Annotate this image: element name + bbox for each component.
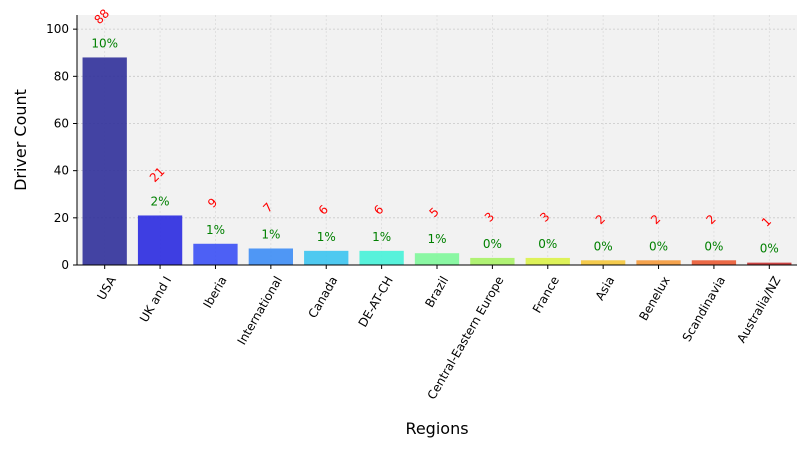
y-axis-title: Driver Count — [11, 89, 30, 191]
y-tick-label: 20 — [54, 211, 69, 225]
grid-lines — [77, 15, 797, 266]
y-tick-label: 100 — [46, 22, 69, 36]
bar — [82, 57, 127, 265]
bar — [470, 257, 515, 265]
bar — [248, 248, 293, 265]
percent-label: 0% — [594, 239, 613, 253]
bar — [747, 262, 792, 265]
percent-label: 0% — [760, 242, 779, 256]
x-tick-label: UK and I — [137, 274, 174, 325]
x-tick-label: Brazil — [422, 274, 451, 310]
x-tick-label: Asia — [593, 274, 618, 303]
bar-labels: 10%882%211%91%71%61%61%50%30%30%20%20%20… — [91, 6, 778, 255]
percent-label: 1% — [206, 223, 225, 237]
bar — [359, 250, 404, 265]
percent-label: 1% — [261, 227, 280, 241]
percent-label: 10% — [91, 36, 118, 50]
y-tick-label: 40 — [54, 164, 69, 178]
x-tick-label: Scandinavia — [680, 274, 729, 344]
percent-label: 1% — [317, 230, 336, 244]
x-tick-label: USA — [94, 273, 119, 302]
x-tick-label: Benelux — [636, 274, 672, 323]
percent-label: 0% — [704, 239, 723, 253]
bar — [581, 260, 626, 265]
x-tick-label: France — [530, 274, 562, 316]
bar — [304, 250, 349, 265]
x-tick-label: Canada — [305, 274, 340, 321]
x-tick-label: DE-AT-CH — [356, 274, 396, 330]
percent-label: 0% — [649, 239, 668, 253]
percent-label: 1% — [372, 230, 391, 244]
bar — [525, 257, 570, 265]
percent-label: 2% — [151, 194, 170, 208]
bar — [137, 215, 183, 265]
bar — [636, 260, 681, 265]
bar — [193, 243, 238, 265]
x-axis-title: Regions — [405, 419, 468, 438]
y-tick-label: 60 — [54, 116, 69, 130]
percent-label: 0% — [538, 237, 557, 251]
percent-label: 0% — [483, 237, 502, 251]
x-tick-label: Iberia — [200, 274, 229, 311]
x-tick-label: International — [235, 274, 285, 347]
bars — [82, 57, 792, 265]
percent-label: 1% — [427, 232, 446, 246]
y-tick-label: 0 — [61, 258, 69, 272]
bar — [691, 260, 737, 265]
x-tick-label: Australia/NZ — [734, 274, 783, 345]
y-tick-label: 80 — [54, 69, 69, 83]
bar — [414, 253, 460, 265]
